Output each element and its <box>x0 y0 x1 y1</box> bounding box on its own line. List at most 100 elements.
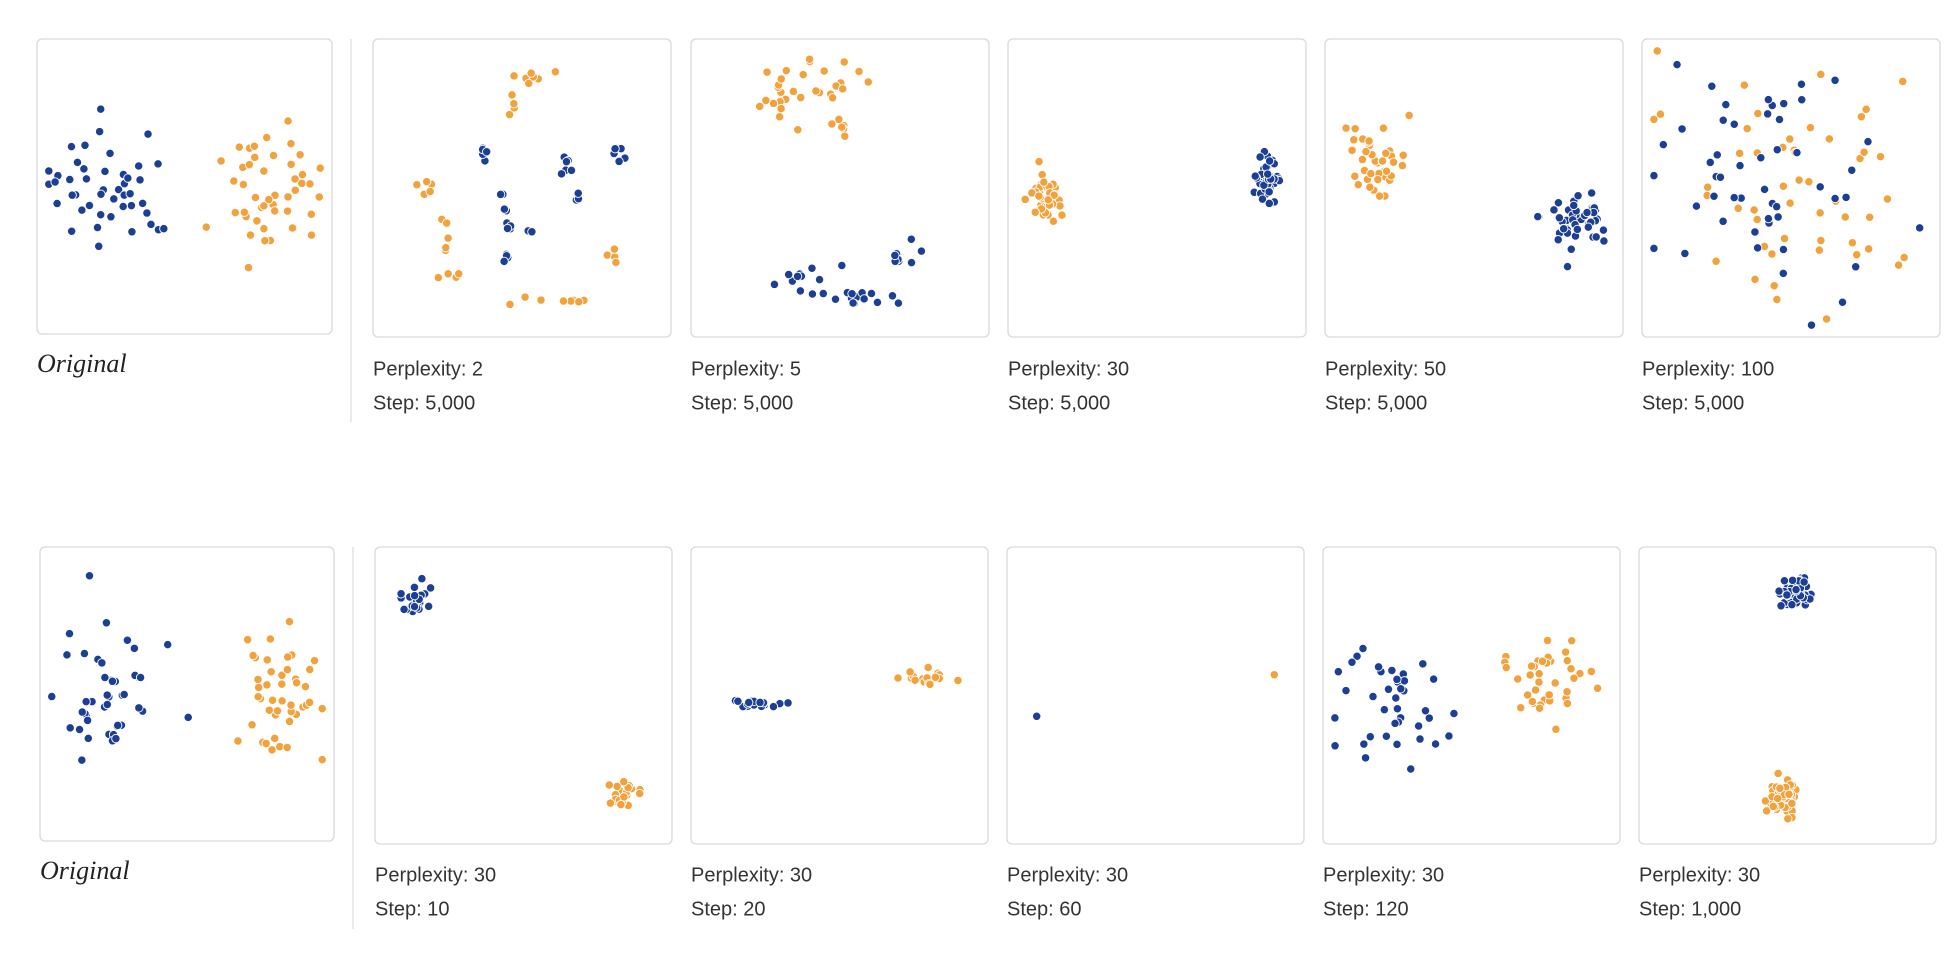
dot <box>1562 687 1572 697</box>
dot <box>1768 801 1778 812</box>
tsne-panel <box>374 546 673 845</box>
dot <box>784 269 794 280</box>
dot <box>259 201 269 211</box>
dot <box>304 697 315 708</box>
dot <box>1562 655 1572 666</box>
dot <box>127 227 137 237</box>
dot <box>781 65 791 76</box>
dot <box>283 192 293 202</box>
dot <box>100 166 110 177</box>
dot <box>1784 789 1794 799</box>
dot <box>1350 171 1360 181</box>
step-label: Step: 1,000 <box>1639 898 1741 920</box>
dot <box>183 712 193 723</box>
dot <box>239 207 250 217</box>
dot <box>1760 796 1771 806</box>
dot <box>264 705 274 715</box>
dot <box>1652 46 1662 56</box>
dot <box>1373 174 1383 185</box>
dot <box>261 738 271 749</box>
dot <box>1691 201 1702 211</box>
dot <box>1566 244 1576 254</box>
dot <box>1553 235 1563 245</box>
dot <box>830 294 841 304</box>
dot <box>1032 711 1042 721</box>
scatter <box>396 574 645 811</box>
dot <box>556 169 567 179</box>
dot <box>265 634 276 644</box>
scatter <box>755 54 927 309</box>
dot <box>1915 223 1925 233</box>
dot <box>499 204 510 214</box>
dot <box>566 165 577 176</box>
dot <box>837 260 847 271</box>
dot <box>1772 202 1782 212</box>
dot <box>1804 177 1814 187</box>
dot <box>1599 236 1609 246</box>
dot <box>1782 590 1792 600</box>
dot <box>1735 160 1745 171</box>
dot <box>443 233 453 243</box>
dot <box>1020 194 1030 205</box>
dot <box>1368 691 1378 702</box>
dot <box>1525 670 1535 680</box>
dot <box>1250 171 1260 181</box>
dot <box>925 679 935 690</box>
dot <box>1776 601 1786 611</box>
dot <box>101 618 112 628</box>
dot <box>1550 678 1560 688</box>
dot <box>315 163 325 173</box>
dot <box>1711 256 1721 266</box>
dot <box>502 223 513 234</box>
dot <box>244 159 255 170</box>
dot <box>412 180 422 190</box>
dot <box>796 92 806 103</box>
dot <box>619 777 629 787</box>
dot <box>1559 224 1569 234</box>
dot <box>1778 244 1789 255</box>
dot <box>270 206 280 216</box>
dot <box>1787 575 1798 585</box>
dot <box>558 296 569 306</box>
original-panel <box>39 546 335 842</box>
dot <box>1397 160 1408 171</box>
perplexity-label: Perplexity: 50 <box>1325 358 1446 380</box>
dot <box>1549 205 1559 215</box>
dot <box>504 109 515 120</box>
dot <box>1816 69 1826 80</box>
perplexity-label: Perplexity: 30 <box>1323 864 1444 886</box>
dot <box>1773 793 1783 804</box>
dot <box>1773 768 1783 779</box>
dot <box>119 689 129 700</box>
dot <box>83 733 93 744</box>
dot <box>259 224 269 234</box>
dot <box>1787 600 1797 610</box>
dot <box>755 101 765 112</box>
dot <box>1444 731 1454 741</box>
dot <box>135 175 145 185</box>
dot <box>425 583 436 593</box>
dot <box>94 126 105 137</box>
dot <box>1533 211 1543 222</box>
dot <box>848 298 858 308</box>
dot <box>953 675 963 686</box>
dot <box>1863 136 1873 147</box>
dot <box>1861 104 1871 114</box>
dot <box>159 224 169 234</box>
dot <box>906 234 916 244</box>
dot <box>317 754 327 765</box>
tsne-panel <box>1007 38 1307 338</box>
dot <box>1893 260 1904 270</box>
dot <box>573 188 583 198</box>
dot <box>113 720 123 731</box>
dot <box>834 114 844 125</box>
dot <box>300 681 311 692</box>
dot <box>1527 696 1538 707</box>
dot <box>1750 274 1760 285</box>
dot <box>290 174 300 184</box>
dot <box>807 289 818 299</box>
dot <box>1899 252 1909 263</box>
dot <box>1753 108 1763 119</box>
dot <box>1257 194 1268 204</box>
